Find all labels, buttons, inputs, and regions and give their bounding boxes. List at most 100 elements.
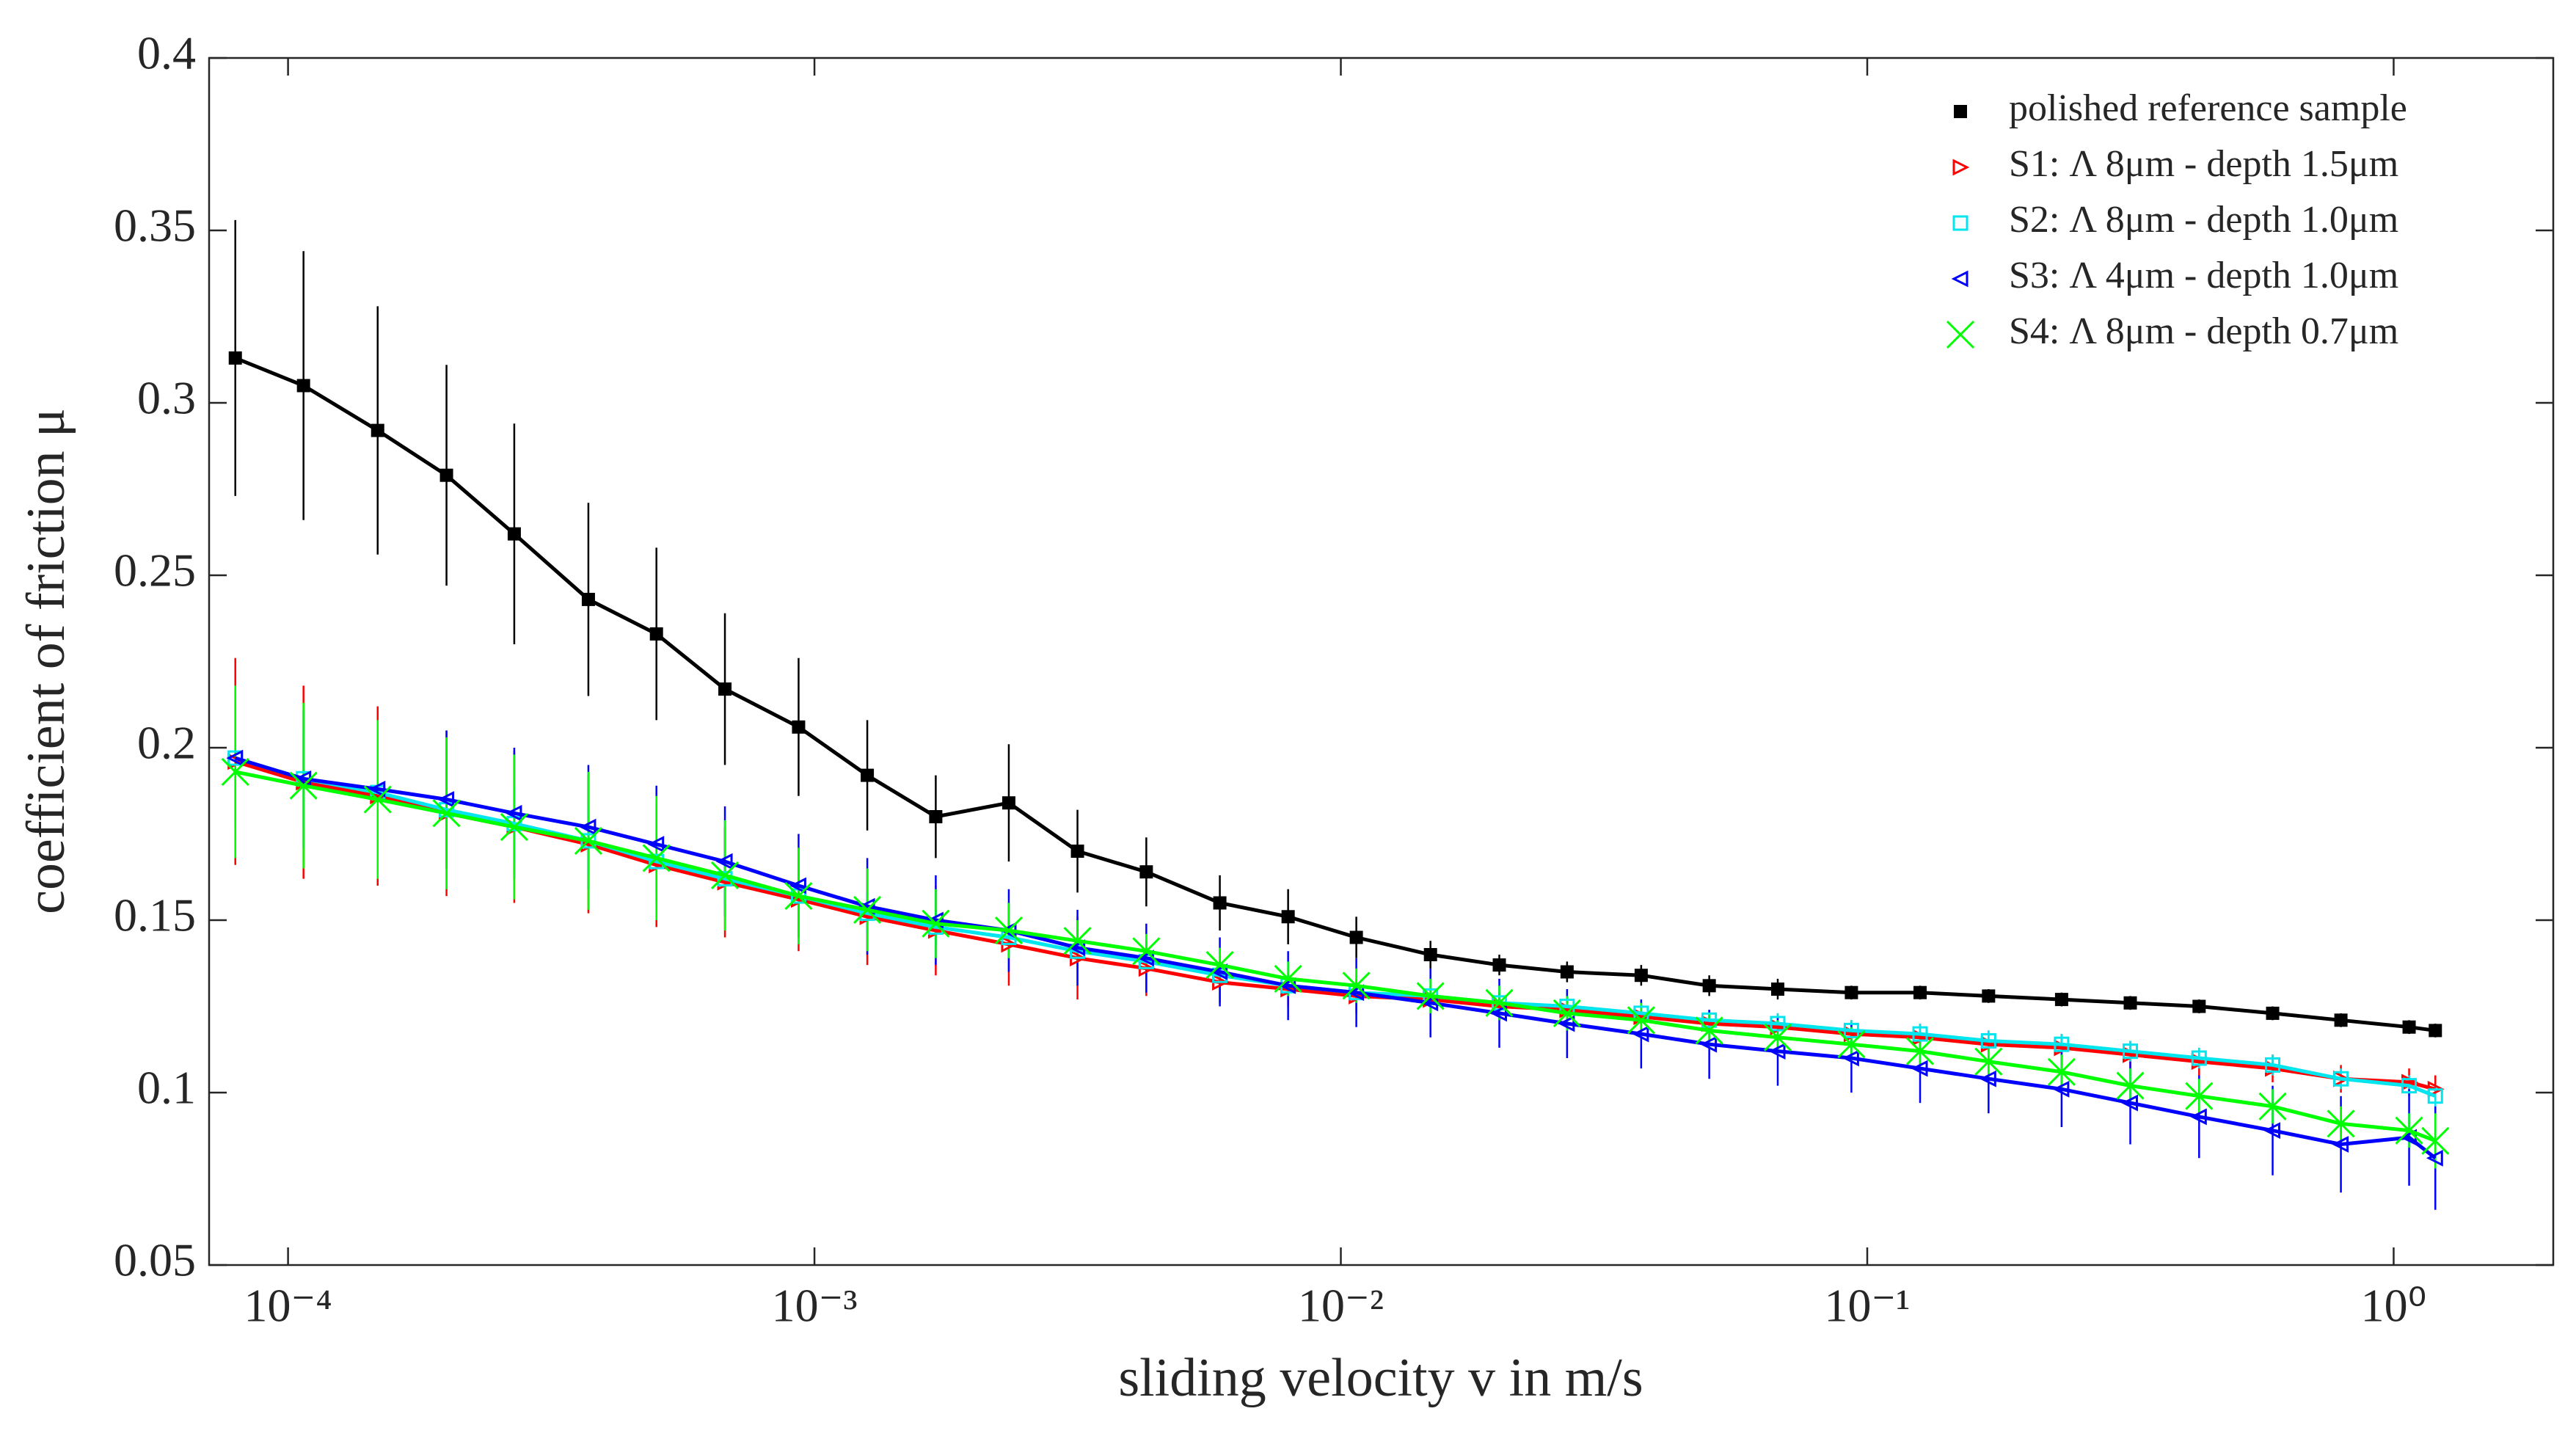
legend-marker [1946,320,1975,349]
marker [289,771,318,800]
marker [1702,979,1716,993]
marker [2265,1057,2281,1073]
marker [1845,985,1858,999]
marker [2192,999,2206,1013]
marker [792,720,806,734]
marker [929,810,943,823]
marker [1979,1070,1996,1087]
y-tick-label: 0.35 [114,200,196,252]
y-tick-label: 0.15 [114,889,196,941]
marker [1982,989,1996,1003]
y-axis-label: coefficient of friction μ [16,408,76,914]
marker [2258,1092,2287,1120]
marker [579,818,596,836]
marker [715,853,733,870]
marker [1974,1047,2003,1076]
legend-label: S3: Λ 4μm - depth 1.0μm [2009,255,2398,296]
marker [647,836,665,853]
x-tick-label: 10⁻¹ [1825,1280,1911,1332]
x-axis-label: sliding velocity v in m/s [1118,1348,1643,1408]
marker [505,804,522,822]
marker [437,791,455,808]
marker [2116,1071,2145,1100]
marker [994,916,1024,945]
marker [861,768,875,782]
y-tick-label: 0.4 [137,27,196,79]
marker [363,785,392,814]
x-tick-label: 10⁻² [1298,1280,1384,1332]
marker [1552,999,1581,1027]
marker [1634,969,1648,983]
marker [1842,1049,1859,1067]
marker [1205,951,1234,980]
marker [710,861,740,889]
marker [2191,1050,2207,1066]
marker [1560,965,1574,979]
marker [1905,1037,1935,1065]
marker [789,877,806,894]
y-tick-label: 0.25 [114,544,196,597]
legend-marker [1952,215,1969,231]
legend-marker [1952,158,1970,176]
marker [1700,1035,1718,1053]
marker [226,749,244,767]
marker [2332,1136,2349,1153]
marker [368,780,386,798]
legend-label: S4: Λ 8μm - depth 0.7μm [2009,310,2398,352]
marker [2421,1126,2450,1155]
legend-label: polished reference sample [2009,87,2407,129]
marker [922,909,950,938]
marker [2401,1078,2418,1094]
marker [1770,1016,1786,1032]
marker [2123,996,2137,1010]
marker [1843,1022,1859,1038]
marker [1980,1033,1996,1049]
marker [2334,1013,2348,1027]
marker [784,882,813,911]
marker [1911,1060,1928,1077]
marker [2327,1109,2355,1138]
x-tick-label: 10⁻³ [772,1280,858,1332]
marker [1001,796,1015,810]
marker [1139,865,1153,879]
marker [2189,1108,2207,1126]
plot-area [221,219,2450,1210]
marker [1213,896,1227,910]
marker [853,895,882,924]
legend-label: S2: Λ 8μm - depth 1.0μm [2009,199,2398,241]
marker [2047,1057,2076,1086]
marker [1423,948,1437,961]
marker [1485,988,1514,1017]
marker [1627,1006,1655,1035]
plot-frame [208,57,2555,1266]
marker [2402,1020,2416,1034]
marker [1558,1015,1575,1032]
marker [2054,993,2068,1007]
legend-marker [1954,105,1967,118]
marker [718,682,732,696]
marker [2185,1082,2214,1110]
x-tick-label: 10⁰ [2361,1280,2427,1332]
marker [296,379,310,393]
marker [2054,1036,2070,1052]
legend-label: S1: Λ 8μm - depth 1.5μm [2009,143,2398,185]
marker [1490,1005,1508,1022]
marker [1132,937,1161,966]
marker [2395,1116,2423,1145]
y-tick-label: 0.1 [137,1062,196,1114]
marker [2426,1149,2443,1167]
marker [439,468,453,482]
y-tick-label: 0.2 [137,717,196,769]
marker [1770,983,1784,996]
x-tick-label: 10⁻⁴ [244,1280,332,1332]
series-line [234,756,2437,1160]
marker [2427,1088,2443,1104]
marker [371,423,384,437]
marker [2052,1080,2070,1098]
marker [228,351,242,365]
marker [642,844,671,872]
marker [500,813,528,842]
